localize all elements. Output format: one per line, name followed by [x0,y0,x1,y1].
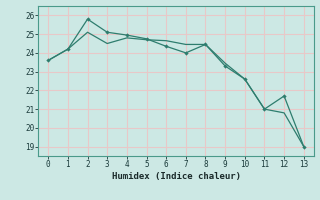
X-axis label: Humidex (Indice chaleur): Humidex (Indice chaleur) [111,172,241,181]
